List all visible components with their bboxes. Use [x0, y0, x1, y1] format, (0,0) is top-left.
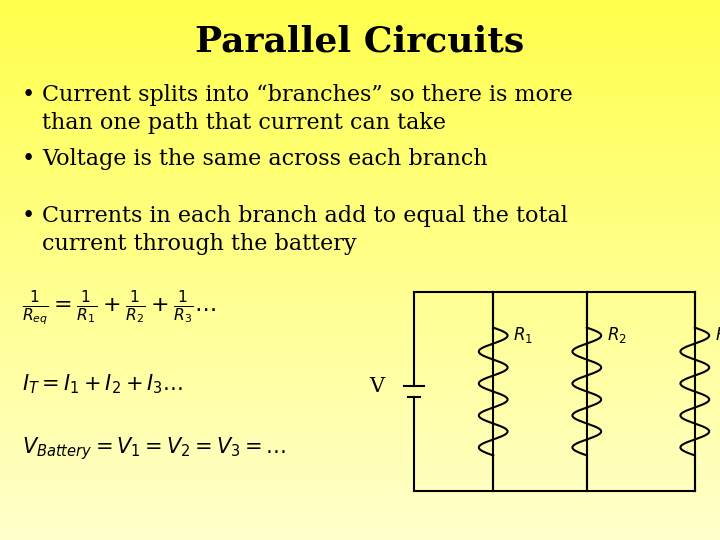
Text: Parallel Circuits: Parallel Circuits	[195, 24, 525, 58]
Text: $R_3$: $R_3$	[715, 325, 720, 345]
Text: Current splits into “branches” so there is more
than one path that current can t: Current splits into “branches” so there …	[42, 84, 572, 133]
Text: Voltage is the same across each branch: Voltage is the same across each branch	[42, 148, 487, 171]
Text: $V_{Battery} = V_1 = V_2 = V_3 = \ldots$: $V_{Battery} = V_1 = V_2 = V_3 = \ldots$	[22, 435, 286, 462]
Text: $R_1$: $R_1$	[513, 325, 534, 345]
Text: V: V	[369, 376, 384, 396]
Text: $\frac{1}{R_{eq}} = \frac{1}{R_1} + \frac{1}{R_2} + \frac{1}{R_3}\ldots$: $\frac{1}{R_{eq}} = \frac{1}{R_1} + \fra…	[22, 289, 216, 328]
Text: •: •	[22, 148, 35, 171]
Text: •: •	[22, 84, 35, 106]
Text: $R_2$: $R_2$	[607, 325, 627, 345]
Text: Currents in each branch add to equal the total
current through the battery: Currents in each branch add to equal the…	[42, 205, 567, 255]
Text: $I_T = I_1 + I_2 + I_3\ldots$: $I_T = I_1 + I_2 + I_3\ldots$	[22, 373, 183, 396]
Text: •: •	[22, 205, 35, 227]
